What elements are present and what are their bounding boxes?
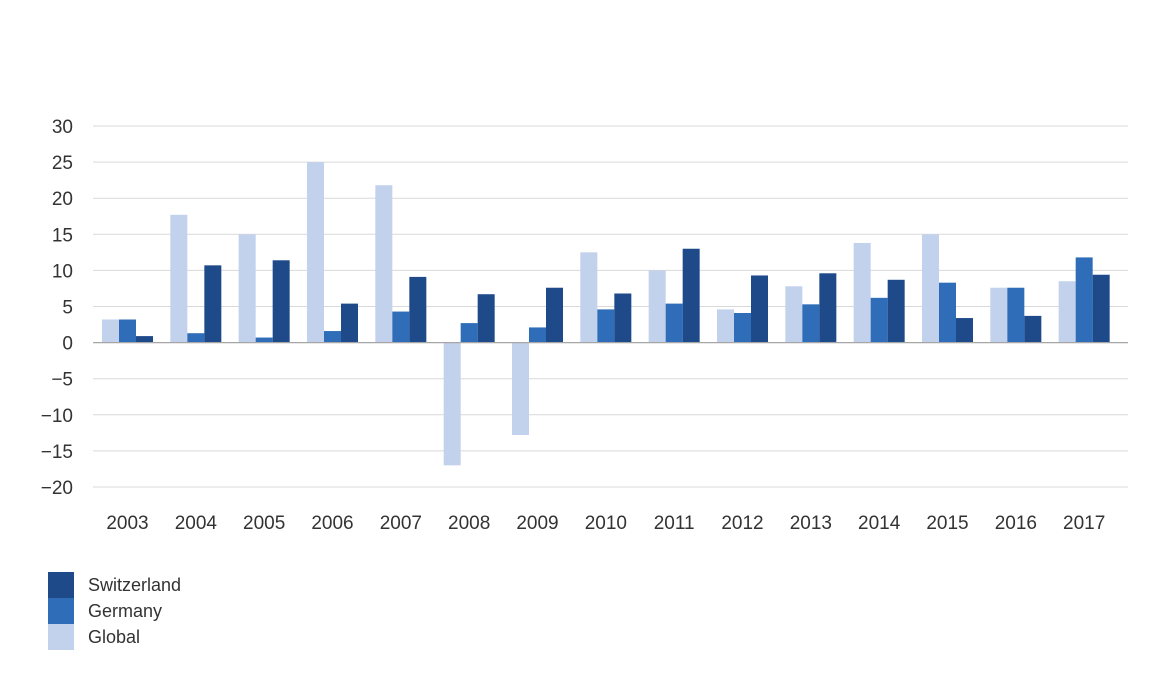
bar-switzerland-2007 (409, 276, 427, 343)
bar-switzerland-2006 (341, 303, 358, 343)
y-tick-label: 10 (52, 261, 73, 282)
bar-switzerland-2004 (204, 265, 222, 343)
bar-switzerland-2012 (751, 275, 768, 343)
bar-switzerland-2017 (1092, 274, 1110, 343)
bar-germany-2003 (119, 319, 136, 343)
bar-germany-2016 (1007, 287, 1025, 343)
bar-germany-2015 (939, 282, 956, 343)
grid-lines (93, 125, 1128, 488)
bar-switzerland-2009 (546, 287, 563, 343)
bar-global-2012 (717, 309, 734, 343)
bar-germany-2009 (529, 327, 546, 343)
x-tick-label: 2011 (654, 513, 695, 534)
x-tick-label: 2014 (858, 513, 901, 534)
bar-germany-2006 (324, 331, 341, 343)
bar-germany-2013 (802, 304, 820, 343)
bar-global-2009 (512, 342, 529, 436)
y-tick-label: 30 (52, 117, 73, 138)
y-tick-label: −20 (41, 478, 73, 499)
legend-swatch (48, 598, 74, 624)
x-axis-ticks: 2003 2004 2005 2006 2007 2008 2009 2010 2011 2012… (106, 513, 1105, 534)
y-tick-label: −10 (41, 406, 73, 427)
legend-label: Switzerland (88, 574, 182, 595)
y-axis-ticks: 30 25 20 15 10 5 0 −5 −10 −15 −20 (41, 117, 73, 499)
bar-switzerland-2008 (477, 294, 495, 343)
bar-switzerland-2016 (1024, 315, 1042, 343)
bar-switzerland-2005 (272, 260, 290, 343)
bar-germany-2005 (255, 337, 273, 343)
x-tick-label: 2004 (175, 513, 218, 534)
x-tick-label: 2015 (926, 513, 968, 534)
legend-label: Global (88, 626, 141, 647)
legend-swatch (48, 624, 74, 650)
x-tick-label: 2007 (380, 513, 422, 534)
bar-germany-2017 (1075, 257, 1093, 343)
bar-global-2006 (307, 162, 324, 343)
bar-switzerland-2013 (819, 273, 837, 343)
bar-global-2017 (1058, 281, 1076, 343)
legend: Switzerland Germany Global (48, 572, 181, 650)
bar-germany-2007 (392, 311, 410, 343)
bar-global-2014 (853, 242, 871, 343)
bar-global-2015 (922, 234, 939, 343)
x-tick-label: 2009 (516, 513, 558, 534)
y-tick-label: 5 (62, 298, 73, 319)
bar-global-2013 (785, 286, 803, 343)
bar-germany-2004 (187, 333, 205, 343)
legend-item-germany: Germany (48, 598, 181, 624)
x-tick-label: 2016 (995, 513, 1037, 534)
bars (102, 162, 1110, 466)
bar-switzerland-2003 (136, 336, 153, 343)
bar-germany-2012 (734, 312, 751, 343)
bar-global-2016 (990, 287, 1008, 343)
x-tick-label: 2013 (790, 513, 832, 534)
bar-germany-2011 (665, 303, 683, 343)
legend-item-switzerland: Switzerland (48, 572, 181, 598)
bar-germany-2014 (870, 297, 888, 343)
bar-global-2007 (375, 185, 393, 343)
bar-global-2004 (170, 214, 188, 343)
x-tick-label: 2008 (448, 513, 490, 534)
bar-switzerland-2010 (614, 293, 632, 343)
bar-global-2008 (443, 342, 461, 466)
bar-switzerland-2015 (956, 318, 973, 343)
y-tick-label: 20 (52, 189, 73, 210)
y-tick-label: −5 (51, 370, 73, 391)
bar-switzerland-2011 (682, 248, 700, 343)
bar-germany-2010 (597, 309, 615, 343)
y-tick-label: −15 (41, 442, 73, 463)
y-tick-label: 0 (62, 334, 73, 355)
bar-germany-2008 (460, 323, 478, 343)
x-tick-label: 2010 (585, 513, 627, 534)
x-tick-label: 2012 (721, 513, 763, 534)
x-tick-label: 2006 (311, 513, 353, 534)
x-tick-label: 2003 (106, 513, 148, 534)
x-tick-label: 2017 (1063, 513, 1105, 534)
bar-global-2003 (102, 319, 119, 343)
y-tick-label: 15 (52, 225, 73, 246)
x-tick-label: 2005 (243, 513, 285, 534)
bar-switzerland-2014 (887, 279, 905, 343)
bar-global-2011 (648, 270, 666, 343)
bar-global-2010 (580, 252, 598, 343)
legend-item-global: Global (48, 624, 181, 650)
bar-global-2005 (238, 234, 256, 343)
legend-label: Germany (88, 600, 163, 621)
legend-swatch (48, 572, 74, 598)
y-tick-label: 25 (52, 153, 73, 174)
